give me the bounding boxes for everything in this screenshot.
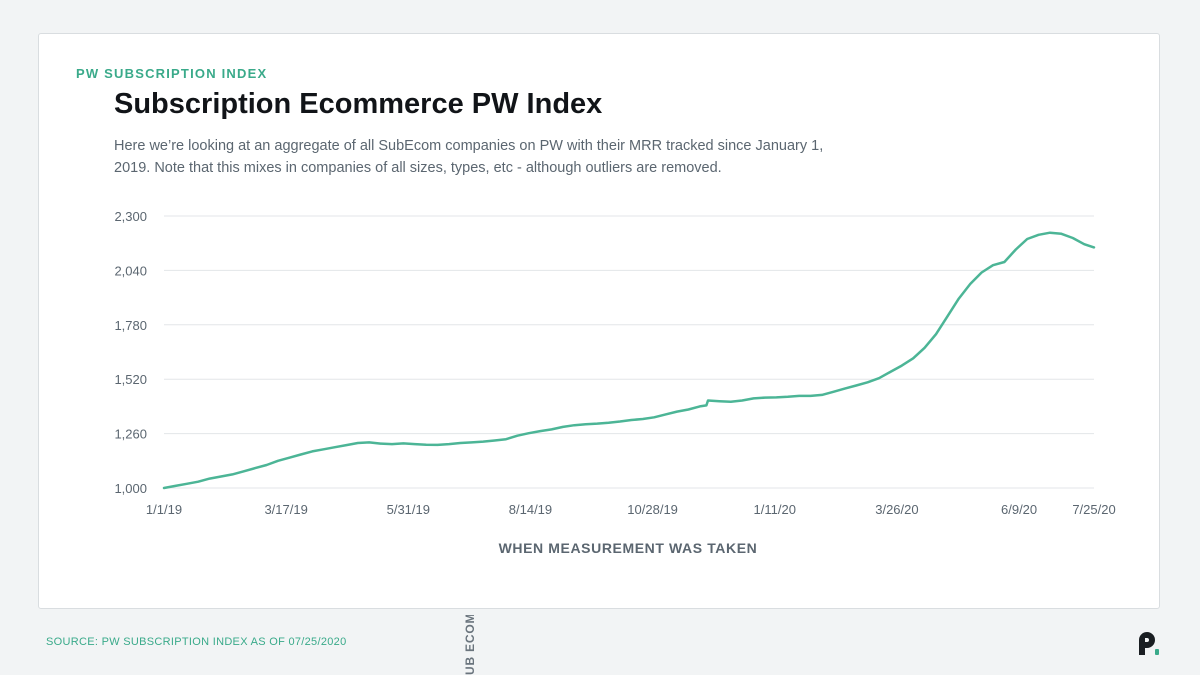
page-title: Subscription Ecommerce PW Index [114, 88, 603, 120]
source-note: SOURCE: PW SUBSCRIPTION INDEX AS OF 07/2… [46, 636, 347, 648]
y-tick-label: 2,300 [114, 209, 147, 224]
y-tick-label: 1,260 [114, 427, 147, 442]
x-tick-label: 3/26/20 [875, 502, 918, 517]
x-tick-label: 6/9/20 [1001, 502, 1037, 517]
x-tick-label: 8/14/19 [509, 502, 552, 517]
side-tag-label: UB ECOM [463, 615, 477, 675]
x-tick-label: 10/28/19 [627, 502, 678, 517]
series-line [162, 231, 1096, 490]
x-tick-label: 3/17/19 [264, 502, 307, 517]
chart-card [38, 33, 1160, 609]
chart-description: Here we’re looking at an aggregate of al… [114, 138, 824, 176]
x-tick-label: 7/25/20 [1072, 502, 1115, 517]
y-tick-label: 2,040 [114, 263, 147, 278]
side-tag: UB ECOM [463, 615, 481, 675]
pw-logo-icon [1139, 632, 1159, 655]
x-tick-label: 5/31/19 [387, 502, 430, 517]
eyebrow-label: PW SUBSCRIPTION INDEX [76, 66, 268, 81]
y-tick-label: 1,520 [114, 372, 147, 387]
y-tick-label: 1,000 [114, 481, 147, 496]
x-tick-label: 1/1/19 [146, 502, 182, 517]
y-tick-label: 1,780 [114, 318, 147, 333]
x-tick-label: 1/11/20 [754, 502, 796, 517]
x-axis-title: WHEN MEASUREMENT WAS TAKEN [499, 540, 758, 556]
